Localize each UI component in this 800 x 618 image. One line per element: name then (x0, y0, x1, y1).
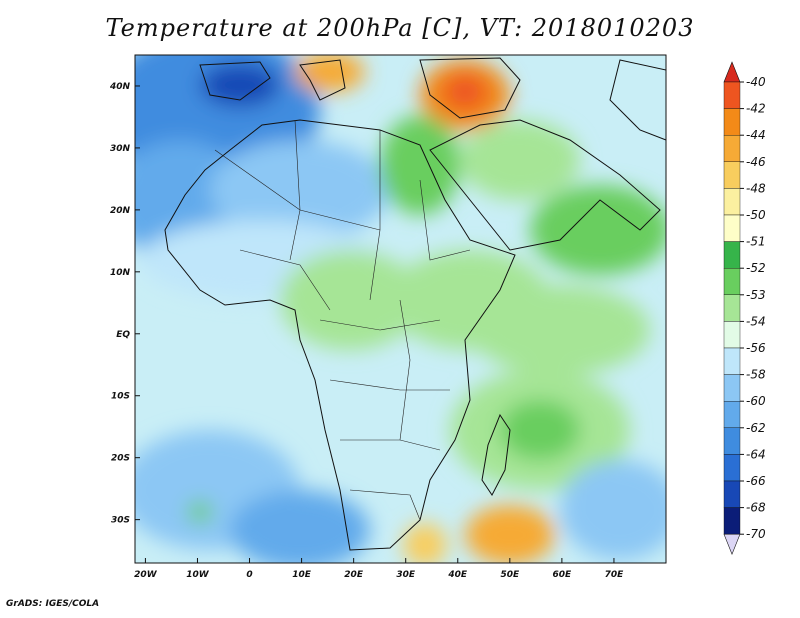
lon-tick-label: 0 (246, 570, 252, 580)
colorbar-box (723, 454, 741, 482)
colorbar-box (723, 134, 741, 162)
colorbar-box (723, 374, 741, 402)
lat-tick-label: 30S (111, 516, 130, 526)
colorbar: -40 -42 -44 -46 -48 -50 -51 -52 -53 -54 -56 -58 -60 -… (723, 61, 766, 556)
coastlines (164, 57, 667, 551)
lon-tick-label: 10W (186, 570, 210, 580)
colorbar-label: -62 (746, 421, 766, 435)
lat-tick-label: 30N (110, 144, 131, 154)
lon-tick-label: 70E (605, 570, 625, 580)
lat-ticks: 40N 30N 20N 10N EQ 10S 20S 30S (109, 82, 140, 526)
country-borders (214, 119, 471, 521)
map-title: Temperature at 200hPa [C], VT: 201801020… (105, 14, 695, 42)
colorbar-box (723, 347, 741, 375)
footer-credit: GrADS: IGES/COLA (6, 599, 100, 609)
colorbar-box (723, 427, 741, 455)
colorbar-label: -68 (746, 501, 766, 515)
colorbar-label: -70 (746, 527, 766, 541)
colorbar-box (723, 294, 741, 322)
colorbar-label: -66 (746, 474, 766, 488)
colorbar-label: -64 (746, 447, 766, 461)
colorbar-label: -60 (746, 394, 766, 408)
colorbar-box (723, 401, 741, 429)
colorbar-box (723, 507, 741, 535)
lat-tick-label: 10N (110, 268, 131, 278)
colorbar-box (723, 214, 741, 242)
lat-tick-label: 10S (111, 392, 130, 402)
colorbar-box (723, 108, 741, 136)
lon-tick-label: 30E (396, 570, 416, 580)
temperature-field (135, 55, 666, 563)
colorbar-box (723, 241, 741, 269)
lat-tick-label: 20S (111, 454, 130, 464)
colorbar-label: -58 (746, 368, 766, 382)
colorbar-box (723, 81, 741, 109)
lon-ticks: 20W 10W 0 10E 20E 30E 40E 50E 60E 70E (134, 558, 624, 580)
colorbar-box (723, 161, 741, 189)
colorbar-label: -48 (746, 181, 766, 195)
colorbar-label: -52 (746, 261, 766, 275)
colorbar-label: -42 (746, 102, 766, 116)
colorbar-label: -54 (746, 314, 766, 328)
colorbar-label: -53 (746, 288, 766, 302)
colorbar-box (723, 268, 741, 296)
colorbar-label: -56 (746, 341, 766, 355)
lon-tick-label: 20E (344, 570, 364, 580)
lat-tick-label: 40N (109, 82, 131, 92)
colorbar-bottom-triangle (723, 533, 741, 556)
colorbar-box (723, 321, 741, 349)
lat-tick-label: 20N (110, 206, 131, 216)
lon-tick-label: 20W (134, 570, 158, 580)
colorbar-label: -51 (746, 235, 766, 249)
colorbar-label: -44 (746, 128, 766, 142)
plot-frame (134, 54, 667, 564)
colorbar-label: -40 (746, 75, 766, 89)
colorbar-top-triangle (723, 61, 741, 83)
lon-tick-label: 60E (553, 570, 573, 580)
lat-tick-label: EQ (116, 330, 130, 340)
colorbar-box (723, 480, 741, 508)
lon-tick-label: 40E (447, 570, 468, 580)
colorbar-label: -46 (746, 155, 766, 169)
lon-tick-label: 10E (292, 570, 312, 580)
colorbar-label: -50 (746, 208, 766, 222)
colorbar-box (723, 188, 741, 216)
lon-tick-label: 50E (500, 570, 520, 580)
